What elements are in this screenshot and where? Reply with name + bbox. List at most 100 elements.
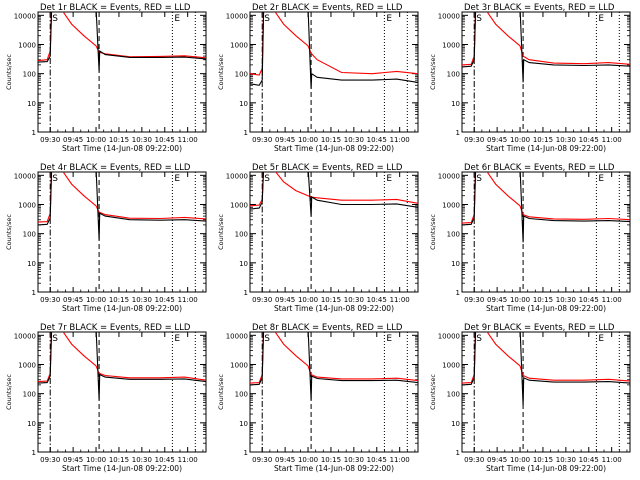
x-tick-label: 09:30 bbox=[252, 456, 272, 464]
x-tick-label: 09:30 bbox=[252, 296, 272, 304]
lld-series-line bbox=[250, 332, 418, 384]
start-marker-label: S bbox=[476, 174, 482, 184]
y-tick-label: 1000 bbox=[18, 361, 36, 369]
series-group bbox=[38, 172, 206, 241]
x-axis-label: Start Time (14-Jun-08 09:22:00) bbox=[274, 304, 394, 313]
det-panel-1: Det 1r BLACK = Events, RED = LLD 1 10 100 10… bbox=[5, 3, 207, 153]
y-axis-label: Counts/sec bbox=[217, 374, 225, 410]
plot-frame bbox=[461, 11, 631, 133]
det-panel-4: Det 4r BLACK = Events, RED = LLD 1 10 100 10… bbox=[5, 163, 207, 313]
y-tick-label: 100 bbox=[23, 71, 36, 79]
y-tick-label: 1 bbox=[32, 289, 36, 297]
y-tick-label: 1 bbox=[32, 449, 36, 457]
x-tick-label: 11:00 bbox=[602, 296, 622, 304]
y-axis-label: Counts/sec bbox=[217, 214, 225, 250]
x-tick-label: 11:00 bbox=[602, 136, 622, 144]
lld-series-line bbox=[462, 12, 630, 66]
y-axis-label: Counts/sec bbox=[5, 54, 13, 90]
x-tick-label: 10:00 bbox=[510, 296, 530, 304]
series-group bbox=[462, 332, 630, 406]
panel-title: Det 7r BLACK = Events, RED = LLD bbox=[40, 323, 191, 333]
y-tick-label: 100 bbox=[235, 231, 248, 239]
series-group bbox=[462, 172, 630, 243]
det-panel-8: Det 8r BLACK = Events, RED = LLD 1 10 100 10… bbox=[217, 323, 419, 473]
x-tick-label: 10:30 bbox=[132, 296, 152, 304]
x-tick-label: 09:30 bbox=[40, 296, 60, 304]
x-tick-label: 10:15 bbox=[109, 296, 129, 304]
start-marker-label: S bbox=[264, 334, 270, 344]
end-marker-label: E bbox=[386, 174, 392, 184]
series-group bbox=[250, 172, 418, 217]
y-axis-label: Counts/sec bbox=[5, 374, 13, 410]
start-marker-label: S bbox=[264, 174, 270, 184]
x-tick-label: 10:45 bbox=[155, 456, 175, 464]
y-tick-label: 100 bbox=[23, 231, 36, 239]
plot-frame bbox=[249, 171, 419, 293]
panel-title: Det 8r BLACK = Events, RED = LLD bbox=[252, 323, 403, 333]
x-tick-label: 11:00 bbox=[602, 456, 622, 464]
x-tick-label: 09:30 bbox=[252, 136, 272, 144]
y-axis-label: Counts/sec bbox=[429, 214, 437, 250]
plot-frame bbox=[37, 11, 207, 133]
y-tick-label: 1000 bbox=[18, 41, 36, 49]
plot-frame bbox=[461, 331, 631, 453]
lld-series-line bbox=[38, 12, 206, 62]
x-tick-label: 10:00 bbox=[86, 296, 106, 304]
plot-frame bbox=[37, 331, 207, 453]
x-tick-label: 10:45 bbox=[367, 456, 387, 464]
y-tick-label: 100 bbox=[447, 71, 460, 79]
events-series-line bbox=[250, 12, 418, 89]
events-series-line bbox=[462, 172, 630, 243]
det-panel-3: Det 3r BLACK = Events, RED = LLD 1 10 100 10… bbox=[429, 3, 631, 153]
x-tick-label: 10:00 bbox=[298, 296, 318, 304]
y-tick-label: 10000 bbox=[14, 12, 36, 20]
lld-series-line bbox=[462, 332, 630, 384]
x-tick-label: 09:30 bbox=[464, 136, 484, 144]
y-axis-label: Counts/sec bbox=[429, 374, 437, 410]
y-axis-label: Counts/sec bbox=[217, 54, 225, 90]
x-tick-label: 11:00 bbox=[178, 296, 198, 304]
end-marker-label: E bbox=[386, 334, 392, 344]
x-tick-label: 09:45 bbox=[275, 136, 295, 144]
start-marker-label: S bbox=[52, 14, 58, 24]
x-tick-label: 09:45 bbox=[487, 136, 507, 144]
events-series-line bbox=[462, 332, 630, 406]
x-tick-label: 10:45 bbox=[367, 296, 387, 304]
y-tick-label: 1000 bbox=[442, 201, 460, 209]
x-tick-label: 10:30 bbox=[344, 456, 364, 464]
y-tick-label: 1000 bbox=[442, 361, 460, 369]
x-axis-label: Start Time (14-Jun-08 09:22:00) bbox=[62, 144, 182, 153]
y-tick-label: 10000 bbox=[438, 172, 460, 180]
y-tick-label: 1 bbox=[244, 289, 248, 297]
y-tick-label: 10 bbox=[27, 420, 36, 428]
lld-series-line bbox=[462, 172, 630, 224]
x-tick-label: 10:00 bbox=[298, 136, 318, 144]
series-group bbox=[250, 12, 418, 89]
lld-series-line bbox=[38, 172, 206, 223]
events-series-line bbox=[250, 172, 418, 217]
det-panel-5: Det 5r BLACK = Events, RED = LLD 1 10 100 10… bbox=[217, 163, 419, 313]
x-tick-label: 11:00 bbox=[178, 456, 198, 464]
x-tick-label: 10:45 bbox=[579, 456, 599, 464]
plot-frame bbox=[249, 331, 419, 453]
panel-title: Det 6r BLACK = Events, RED = LLD bbox=[464, 163, 615, 173]
x-tick-label: 10:30 bbox=[556, 136, 576, 144]
start-marker-label: S bbox=[264, 14, 270, 24]
x-tick-label: 09:45 bbox=[275, 456, 295, 464]
y-tick-label: 1 bbox=[456, 129, 460, 137]
x-tick-label: 10:15 bbox=[533, 136, 553, 144]
x-axis-label: Start Time (14-Jun-08 09:22:00) bbox=[62, 304, 182, 313]
end-marker-label: E bbox=[174, 14, 180, 24]
x-tick-label: 11:00 bbox=[390, 136, 410, 144]
plot-frame bbox=[461, 171, 631, 293]
y-tick-label: 10000 bbox=[14, 332, 36, 340]
end-marker-label: E bbox=[598, 174, 604, 184]
det-panel-7: Det 7r BLACK = Events, RED = LLD 1 10 100 10… bbox=[5, 323, 207, 473]
x-tick-label: 11:00 bbox=[390, 296, 410, 304]
events-series-line bbox=[38, 12, 206, 72]
det-panel-6: Det 6r BLACK = Events, RED = LLD 1 10 100 10… bbox=[429, 163, 631, 313]
x-tick-label: 10:00 bbox=[298, 456, 318, 464]
y-tick-label: 100 bbox=[447, 391, 460, 399]
x-tick-label: 09:45 bbox=[487, 296, 507, 304]
